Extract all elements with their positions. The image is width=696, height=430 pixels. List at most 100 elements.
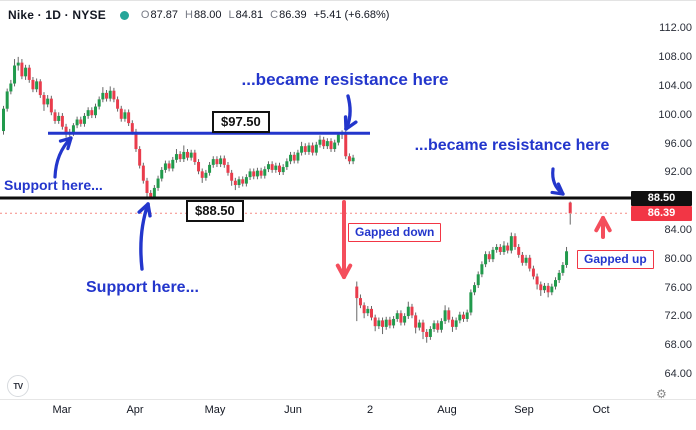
last-price-axis-label: 86.39 [631, 205, 692, 221]
time-axis[interactable]: ⚙ Mar Apr May Jun 2 Aug Sep Oct [0, 387, 696, 430]
candle-up [108, 90, 112, 99]
candle-up [237, 179, 241, 186]
annotation-resistance-text-2: ...became resistance here [414, 137, 610, 154]
axis-settings-gear-icon[interactable]: ⚙ [656, 387, 667, 401]
candle-down [64, 126, 68, 133]
time-tick-aug: Aug [437, 404, 457, 416]
candle-up [325, 141, 329, 147]
support-arrow-1-head [66, 136, 73, 151]
candle-down [197, 162, 201, 172]
candle-down [116, 99, 120, 109]
candle-up [274, 165, 278, 170]
candle-down [105, 92, 109, 99]
price-tick: 64.00 [664, 367, 692, 380]
candle-up [454, 320, 458, 327]
price-tick: 108.00 [658, 51, 692, 64]
candle-up [443, 310, 447, 322]
candle-up [524, 257, 528, 263]
candle-down [79, 119, 83, 124]
candle-down [517, 246, 521, 255]
candle-up [476, 274, 480, 286]
candle-down [278, 165, 281, 173]
candle-down [167, 163, 171, 169]
candle-down [447, 310, 451, 320]
candle-down [145, 180, 149, 193]
candle-up [244, 177, 248, 184]
candle-up [211, 159, 215, 165]
price-tick: 72.00 [664, 310, 692, 323]
candle-down [535, 276, 539, 285]
candle-up [255, 170, 259, 177]
candle-down [222, 158, 226, 165]
candle-down [546, 285, 550, 293]
candle-up [101, 92, 105, 100]
candle-down [381, 320, 385, 327]
time-tick-oct: Oct [592, 404, 610, 416]
market-status-dot[interactable] [119, 10, 129, 20]
ohlc-field-o: O87.87 [140, 9, 178, 21]
candle-down [119, 108, 123, 119]
candle-up [336, 134, 340, 143]
candle-up [495, 246, 499, 250]
candle-up [13, 65, 17, 84]
candle-down [149, 192, 153, 197]
candle-down [215, 159, 219, 165]
candle-up [561, 264, 565, 273]
time-tick-sep: Sep [514, 404, 534, 416]
candle-down [425, 331, 429, 337]
candle-down [487, 254, 491, 260]
candle-up [384, 319, 388, 327]
candle-up [333, 142, 337, 150]
price-tick: 68.00 [664, 339, 692, 352]
gapped-down-label: Gapped down [348, 223, 442, 242]
time-tick-may: May [204, 404, 226, 416]
support-arrow-2 [139, 202, 150, 271]
candle-up [557, 272, 561, 281]
candle-up [480, 264, 484, 275]
candle-down [513, 236, 517, 247]
candle-up [174, 154, 178, 160]
candle-up [248, 171, 252, 178]
candle-up [171, 159, 175, 169]
candle-up [35, 81, 39, 90]
candle-up [484, 254, 488, 265]
candle-up [554, 280, 557, 287]
candle-down [60, 115, 64, 127]
candle-down [130, 123, 134, 132]
candle-down [528, 257, 532, 269]
candle-up [204, 172, 208, 178]
price-tick: 80.00 [664, 252, 692, 265]
candle-down [141, 165, 145, 181]
candle-up [377, 320, 381, 327]
candle-up [307, 145, 311, 152]
candle-down [531, 268, 535, 277]
candle-up [432, 323, 436, 330]
candle-up [469, 292, 473, 313]
candle-down [414, 315, 418, 328]
symbol-title[interactable]: Nike · 1D · NYSE [8, 8, 106, 22]
annotation-support-text-1: Support here... [4, 177, 103, 193]
candle-down [53, 112, 57, 121]
tradingview-logo[interactable]: TV [7, 375, 29, 397]
candle-up [458, 314, 462, 321]
candle-up [296, 152, 300, 161]
time-tick-jun: Jun [284, 404, 302, 416]
price-tick: 96.00 [664, 137, 692, 150]
candle-up [395, 313, 399, 319]
candle-up [406, 306, 410, 317]
candle-down [127, 112, 131, 124]
candle-down [270, 164, 274, 170]
price-axis[interactable]: 88.50 86.39 112.00 108.00 104.00 100.00 96.0… [630, 1, 696, 399]
candle-up [97, 99, 101, 107]
candle-down [292, 154, 296, 161]
candle-up [2, 108, 5, 132]
ohlc-field-c: C86.39 [270, 9, 307, 21]
candle-up [509, 236, 513, 251]
candle-up [403, 316, 407, 323]
candle-up [94, 106, 97, 116]
candle-up [46, 98, 50, 105]
annotation-support-text-2: Support here... [86, 279, 199, 296]
candle-down [311, 145, 315, 153]
